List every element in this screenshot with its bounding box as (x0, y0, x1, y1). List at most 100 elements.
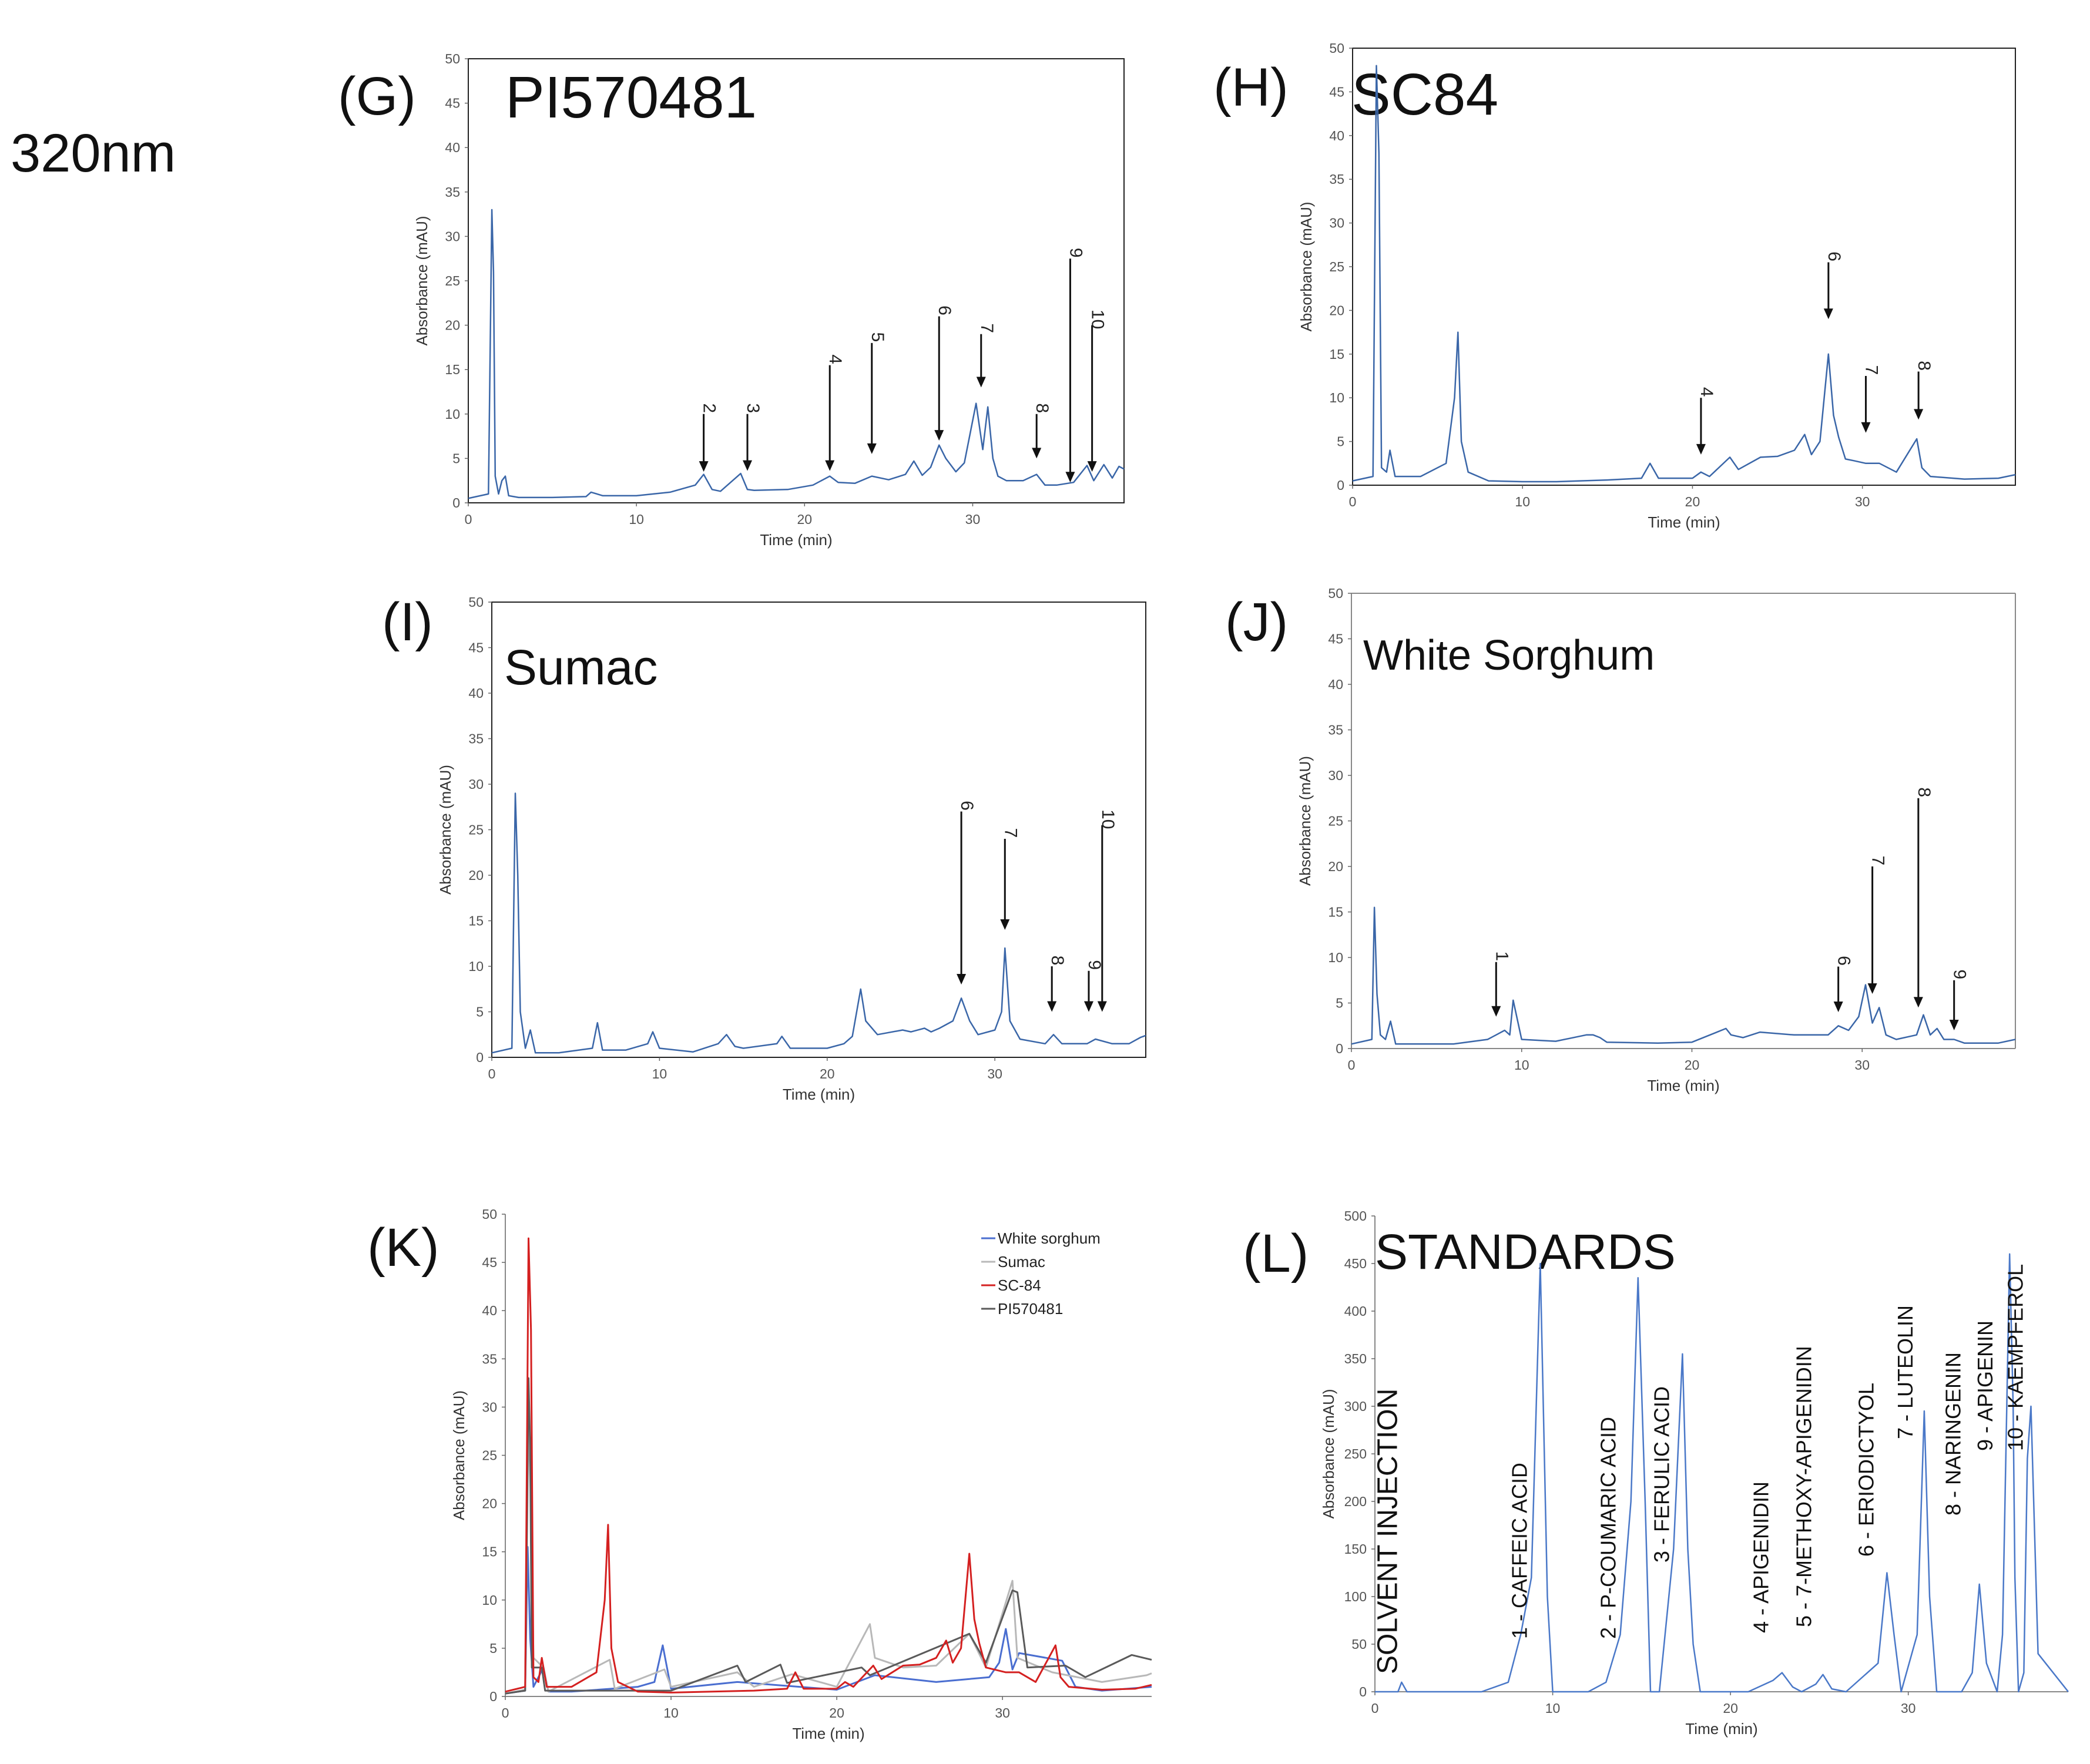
panel-label: (I) (382, 592, 433, 652)
x-tick-label: 10 (1545, 1701, 1561, 1716)
x-tick-label: 20 (1723, 1701, 1738, 1716)
peak-arrow-head (1823, 308, 1833, 320)
chart-title: SC84 (1351, 62, 1498, 127)
y-tick-label: 50 (468, 594, 484, 610)
y-tick-label: 20 (482, 1496, 497, 1511)
y-tick-label: 45 (1329, 84, 1344, 99)
x-tick-label: 10 (652, 1066, 667, 1081)
peak-number-label: 4 (826, 354, 845, 364)
y-tick-label: 200 (1344, 1494, 1367, 1509)
peak-arrow-head (1087, 461, 1097, 472)
peak-arrow-head (1065, 472, 1075, 483)
panel-label: (K) (367, 1218, 440, 1278)
standard-peak-label: SOLVENT INJECTION (1372, 1389, 1403, 1674)
y-tick-label: 0 (1336, 1041, 1343, 1056)
peak-arrow-head (1032, 448, 1042, 459)
y-tick-label: 35 (468, 731, 484, 747)
x-tick-label: 30 (995, 1705, 1010, 1721)
y-tick-label: 5 (476, 1004, 484, 1020)
y-tick-label: 25 (445, 273, 460, 288)
peak-arrow-head (699, 461, 709, 472)
peak-number-label: 9 (1950, 969, 1970, 979)
peak-arrow-head (1097, 1001, 1107, 1012)
series-line-pi570481 (505, 1377, 1152, 1695)
y-tick-label: 30 (1329, 216, 1344, 231)
series-line-sc-84 (505, 1237, 1152, 1694)
y-tick-label: 50 (482, 1207, 497, 1222)
y-tick-label: 0 (1337, 478, 1344, 493)
x-axis-title: Time (min) (760, 531, 832, 549)
standard-peak-label: 2 - P-COUMARIC ACID (1596, 1417, 1621, 1639)
chart-title: White Sorghum (1363, 632, 1655, 679)
y-tick-label: 40 (482, 1303, 497, 1318)
y-tick-label: 15 (1329, 347, 1344, 362)
y-tick-label: 40 (1329, 128, 1344, 143)
x-tick-label: 10 (1515, 494, 1530, 509)
y-tick-label: 25 (1329, 259, 1344, 274)
y-tick-label: 30 (482, 1399, 497, 1414)
x-tick-label: 20 (1685, 1057, 1700, 1073)
y-tick-label: 25 (1328, 814, 1343, 829)
standard-peak-label: 7 - LUTEOLIN (1893, 1305, 1917, 1439)
peak-arrow-head (1833, 1002, 1843, 1012)
y-tick-label: 50 (1351, 1637, 1367, 1652)
peak-number-label: 5 (868, 332, 887, 342)
y-tick-label: 50 (445, 51, 460, 66)
x-tick-label: 20 (829, 1705, 844, 1721)
x-tick-label: 20 (820, 1066, 835, 1081)
y-tick-label: 25 (468, 822, 484, 838)
peak-number-label: 10 (1088, 310, 1108, 329)
y-tick-label: 40 (1328, 677, 1343, 692)
y-axis-title: Absorbance (mAU) (1297, 201, 1315, 331)
y-tick-label: 20 (1328, 859, 1343, 874)
peak-arrow-head (1914, 409, 1924, 420)
y-tick-label: 45 (468, 640, 484, 656)
chart-title: STANDARDS (1375, 1224, 1676, 1279)
y-tick-label: 15 (468, 913, 484, 929)
y-tick-label: 40 (468, 686, 484, 701)
wavelength-label: 320nm (11, 123, 176, 183)
series-line-white-sorghum (1351, 906, 2016, 1045)
y-tick-label: 10 (1328, 950, 1343, 965)
peak-arrow-head (934, 430, 944, 441)
peak-number-label: 1 (1492, 951, 1511, 961)
y-tick-label: 10 (1329, 390, 1344, 405)
y-tick-label: 30 (1328, 768, 1343, 783)
legend-entry: White sorghum (998, 1229, 1101, 1247)
legend-entry: PI570481 (998, 1300, 1063, 1318)
standard-peak-label: 1 - CAFFEIC ACID (1507, 1463, 1531, 1639)
peak-number-label: 3 (743, 403, 763, 413)
legend-entry: Sumac (998, 1253, 1045, 1271)
peak-arrow-head (1949, 1020, 1959, 1030)
peak-arrow-head (1047, 1001, 1057, 1012)
standard-peak-label: 4 - APIGENIDIN (1749, 1481, 1773, 1633)
chart-panel-h: (H) SC84 0 5 10 15 20 25 30 35 40 45 50 0 10 20 30 Time (… (1213, 41, 2016, 531)
y-tick-label: 35 (1329, 172, 1344, 187)
peak-arrow-head (1913, 997, 1923, 1008)
x-tick-label: 0 (1349, 494, 1357, 509)
x-tick-label: 10 (1514, 1057, 1529, 1073)
x-axis-title: Time (min) (1647, 1077, 1719, 1094)
peak-arrow-head (976, 377, 986, 388)
y-tick-label: 20 (1329, 303, 1344, 318)
y-tick-label: 45 (482, 1255, 497, 1270)
peak-number-label: 2 (700, 403, 719, 413)
chart-panel-l: (L) STANDARDS0501001502002503003504004505… (1243, 1208, 2069, 1738)
y-tick-label: 45 (1328, 631, 1343, 647)
peak-number-label: 7 (977, 323, 997, 333)
peak-arrow-head (1000, 919, 1010, 930)
series-line-pi570481 (468, 209, 1125, 499)
chart-title: Sumac (504, 640, 657, 695)
peak-arrow-head (1491, 1006, 1501, 1017)
y-tick-label: 100 (1344, 1589, 1367, 1604)
peak-arrow-head (867, 443, 877, 454)
x-tick-label: 30 (965, 512, 981, 527)
y-tick-label: 35 (1328, 723, 1343, 738)
peak-arrow-head (957, 974, 967, 985)
x-tick-label: 0 (488, 1066, 496, 1081)
peak-number-label: 8 (1032, 403, 1052, 413)
y-tick-label: 5 (489, 1641, 497, 1656)
peak-arrow-head (743, 460, 753, 471)
